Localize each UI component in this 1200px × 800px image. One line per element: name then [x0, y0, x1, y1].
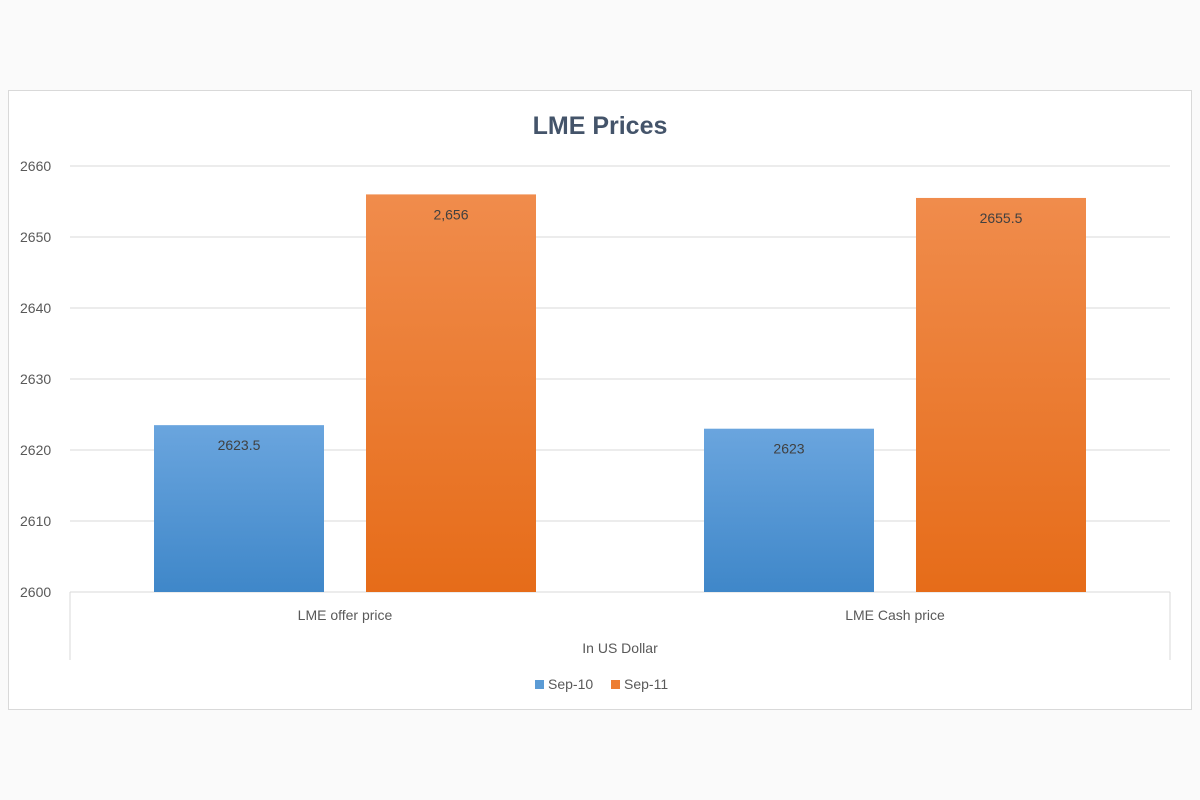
bar-sep-10-2: [704, 428, 874, 592]
data-label: 2623.5: [218, 437, 261, 453]
x-axis-title: In US Dollar: [582, 640, 658, 656]
data-labels: 2623.5 2,656 2623 2655.5: [218, 206, 1023, 456]
bar-sep-10-1: [154, 425, 324, 592]
legend-item: Sep-11: [611, 676, 668, 692]
legend-swatch: [611, 680, 620, 689]
category-label: LME offer price: [298, 607, 393, 623]
data-label: 2,656: [433, 206, 468, 222]
y-axis-ticks: 2600 2610 2620 2630 2640 2650 2660: [20, 158, 51, 600]
legend-label: Sep-10: [548, 676, 593, 692]
legend: Sep-10 Sep-11: [535, 676, 668, 692]
y-tick-label: 2610: [20, 513, 51, 529]
chart-title: LME Prices: [533, 112, 668, 140]
category-label: LME Cash price: [845, 607, 945, 623]
data-label: 2623: [773, 441, 804, 457]
legend-swatch: [535, 680, 544, 689]
legend-label: Sep-11: [624, 676, 668, 692]
y-tick-label: 2640: [20, 300, 51, 316]
bars: [154, 194, 1086, 592]
y-tick-label: 2650: [20, 229, 51, 245]
data-label: 2655.5: [980, 210, 1023, 226]
y-tick-label: 2600: [20, 584, 51, 600]
legend-item: Sep-10: [535, 676, 593, 692]
bar-sep-11-2: [916, 197, 1086, 592]
bar-sep-11-1: [366, 194, 536, 592]
y-tick-label: 2630: [20, 371, 51, 387]
y-tick-label: 2660: [20, 158, 51, 174]
y-tick-label: 2620: [20, 442, 51, 458]
category-axis: LME offer price LME Cash price: [69, 592, 1171, 660]
